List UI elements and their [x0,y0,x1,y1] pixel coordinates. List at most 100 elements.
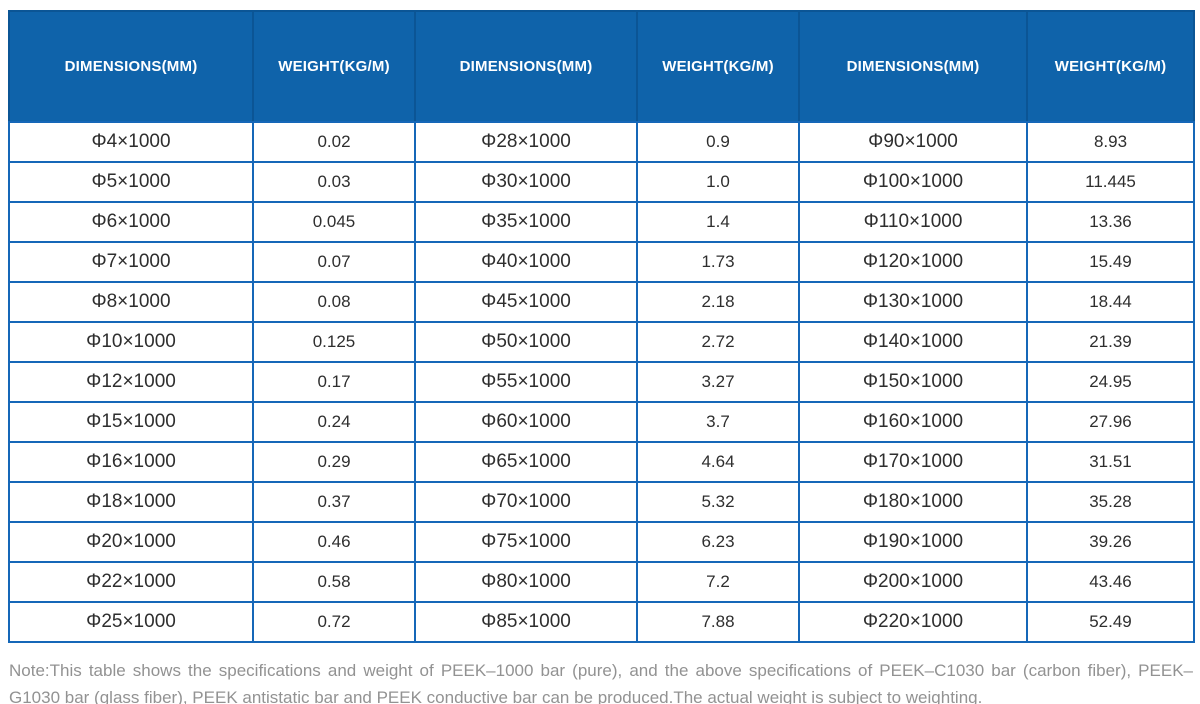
table-row: Φ7×1000 0.07 Φ40×1000 1.73 Φ120×1000 15.49 [8,241,1195,283]
weight-cell: 0.24 [252,401,416,443]
table-body: Φ4×1000 0.02 Φ28×1000 0.9 Φ90×1000 8.93 Φ5×100… [8,121,1195,643]
table-row: Φ5×1000 0.03 Φ30×1000 1.0 Φ100×1000 11.445 [8,161,1195,203]
dimension-cell: Φ130×1000 [798,281,1028,323]
weight-cell: 0.9 [636,121,800,163]
dimension-cell: Φ55×1000 [414,361,638,403]
dimension-cell: Φ65×1000 [414,441,638,483]
dimension-cell: Φ16×1000 [8,441,254,483]
weight-cell: 0.72 [252,601,416,643]
weight-cell: 0.58 [252,561,416,603]
weight-cell: 27.96 [1026,401,1195,443]
dimension-cell: Φ20×1000 [8,521,254,563]
dimension-cell: Φ15×1000 [8,401,254,443]
weight-cell: 15.49 [1026,241,1195,283]
table-row: Φ12×1000 0.17 Φ55×1000 3.27 Φ150×1000 24.95 [8,361,1195,403]
dimension-cell: Φ70×1000 [414,481,638,523]
dimension-cell: Φ110×1000 [798,201,1028,243]
dimension-cell: Φ85×1000 [414,601,638,643]
weight-cell: 2.18 [636,281,800,323]
weight-cell: 21.39 [1026,321,1195,363]
dimension-cell: Φ190×1000 [798,521,1028,563]
dimension-cell: Φ4×1000 [8,121,254,163]
weight-cell: 1.73 [636,241,800,283]
dimension-cell: Φ22×1000 [8,561,254,603]
dimension-cell: Φ100×1000 [798,161,1028,203]
table-row: Φ20×1000 0.46 Φ75×1000 6.23 Φ190×1000 39.26 [8,521,1195,563]
weight-cell: 0.08 [252,281,416,323]
dimension-cell: Φ50×1000 [414,321,638,363]
weight-cell: 0.125 [252,321,416,363]
weight-cell: 0.045 [252,201,416,243]
weight-cell: 0.17 [252,361,416,403]
table-row: Φ4×1000 0.02 Φ28×1000 0.9 Φ90×1000 8.93 [8,121,1195,163]
weight-cell: 8.93 [1026,121,1195,163]
dimension-cell: Φ10×1000 [8,321,254,363]
weight-cell: 2.72 [636,321,800,363]
dimension-cell: Φ30×1000 [414,161,638,203]
weight-cell: 0.02 [252,121,416,163]
table-note: Note:This table shows the specifications… [9,661,1193,704]
weight-cell: 3.27 [636,361,800,403]
dimension-cell: Φ45×1000 [414,281,638,323]
dimension-cell: Φ12×1000 [8,361,254,403]
dimension-cell: Φ8×1000 [8,281,254,323]
table-row: Φ15×1000 0.24 Φ60×1000 3.7 Φ160×1000 27.96 [8,401,1195,443]
dimension-cell: Φ40×1000 [414,241,638,283]
header-row: DIMENSIONS(MM) WEIGHT(KG/M) DIMENSIONS(MM)… [8,10,1195,123]
dimension-cell: Φ25×1000 [8,601,254,643]
dimension-cell: Φ5×1000 [8,161,254,203]
dimension-cell: Φ6×1000 [8,201,254,243]
column-header: WEIGHT(KG/M) [252,10,416,123]
weight-cell: 1.4 [636,201,800,243]
dimension-cell: Φ140×1000 [798,321,1028,363]
weight-cell: 18.44 [1026,281,1195,323]
weight-cell: 39.26 [1026,521,1195,563]
dimension-cell: Φ180×1000 [798,481,1028,523]
table-row: Φ8×1000 0.08 Φ45×1000 2.18 Φ130×1000 18.44 [8,281,1195,323]
dimension-cell: Φ120×1000 [798,241,1028,283]
peek-bar-spec-table: DIMENSIONS(MM) WEIGHT(KG/M) DIMENSIONS(MM)… [8,10,1195,643]
dimension-cell: Φ200×1000 [798,561,1028,603]
dimension-cell: Φ160×1000 [798,401,1028,443]
table-row: Φ25×1000 0.72 Φ85×1000 7.88 Φ220×1000 52.49 [8,601,1195,643]
dimension-cell: Φ80×1000 [414,561,638,603]
dimension-cell: Φ35×1000 [414,201,638,243]
dimension-cell: Φ60×1000 [414,401,638,443]
table-header: DIMENSIONS(MM) WEIGHT(KG/M) DIMENSIONS(MM)… [8,10,1195,123]
weight-cell: 0.37 [252,481,416,523]
weight-cell: 1.0 [636,161,800,203]
table-row: Φ10×1000 0.125 Φ50×1000 2.72 Φ140×1000 21.39 [8,321,1195,363]
column-header: DIMENSIONS(MM) [414,10,638,123]
dimension-cell: Φ150×1000 [798,361,1028,403]
dimension-cell: Φ90×1000 [798,121,1028,163]
dimension-cell: Φ7×1000 [8,241,254,283]
column-header: WEIGHT(KG/M) [636,10,800,123]
weight-cell: 0.46 [252,521,416,563]
table-row: Φ22×1000 0.58 Φ80×1000 7.2 Φ200×1000 43.46 [8,561,1195,603]
table-row: Φ18×1000 0.37 Φ70×1000 5.32 Φ180×1000 35.28 [8,481,1195,523]
table-row: Φ16×1000 0.29 Φ65×1000 4.64 Φ170×1000 31.51 [8,441,1195,483]
dimension-cell: Φ75×1000 [414,521,638,563]
column-header: DIMENSIONS(MM) [798,10,1028,123]
weight-cell: 13.36 [1026,201,1195,243]
weight-cell: 43.46 [1026,561,1195,603]
weight-cell: 5.32 [636,481,800,523]
weight-cell: 0.07 [252,241,416,283]
weight-cell: 7.88 [636,601,800,643]
column-header: DIMENSIONS(MM) [8,10,254,123]
weight-cell: 3.7 [636,401,800,443]
weight-cell: 24.95 [1026,361,1195,403]
weight-cell: 0.29 [252,441,416,483]
weight-cell: 6.23 [636,521,800,563]
column-header: WEIGHT(KG/M) [1026,10,1195,123]
weight-cell: 11.445 [1026,161,1195,203]
weight-cell: 7.2 [636,561,800,603]
weight-cell: 35.28 [1026,481,1195,523]
weight-cell: 0.03 [252,161,416,203]
weight-cell: 4.64 [636,441,800,483]
weight-cell: 52.49 [1026,601,1195,643]
dimension-cell: Φ28×1000 [414,121,638,163]
weight-cell: 31.51 [1026,441,1195,483]
table-row: Φ6×1000 0.045 Φ35×1000 1.4 Φ110×1000 13.36 [8,201,1195,243]
